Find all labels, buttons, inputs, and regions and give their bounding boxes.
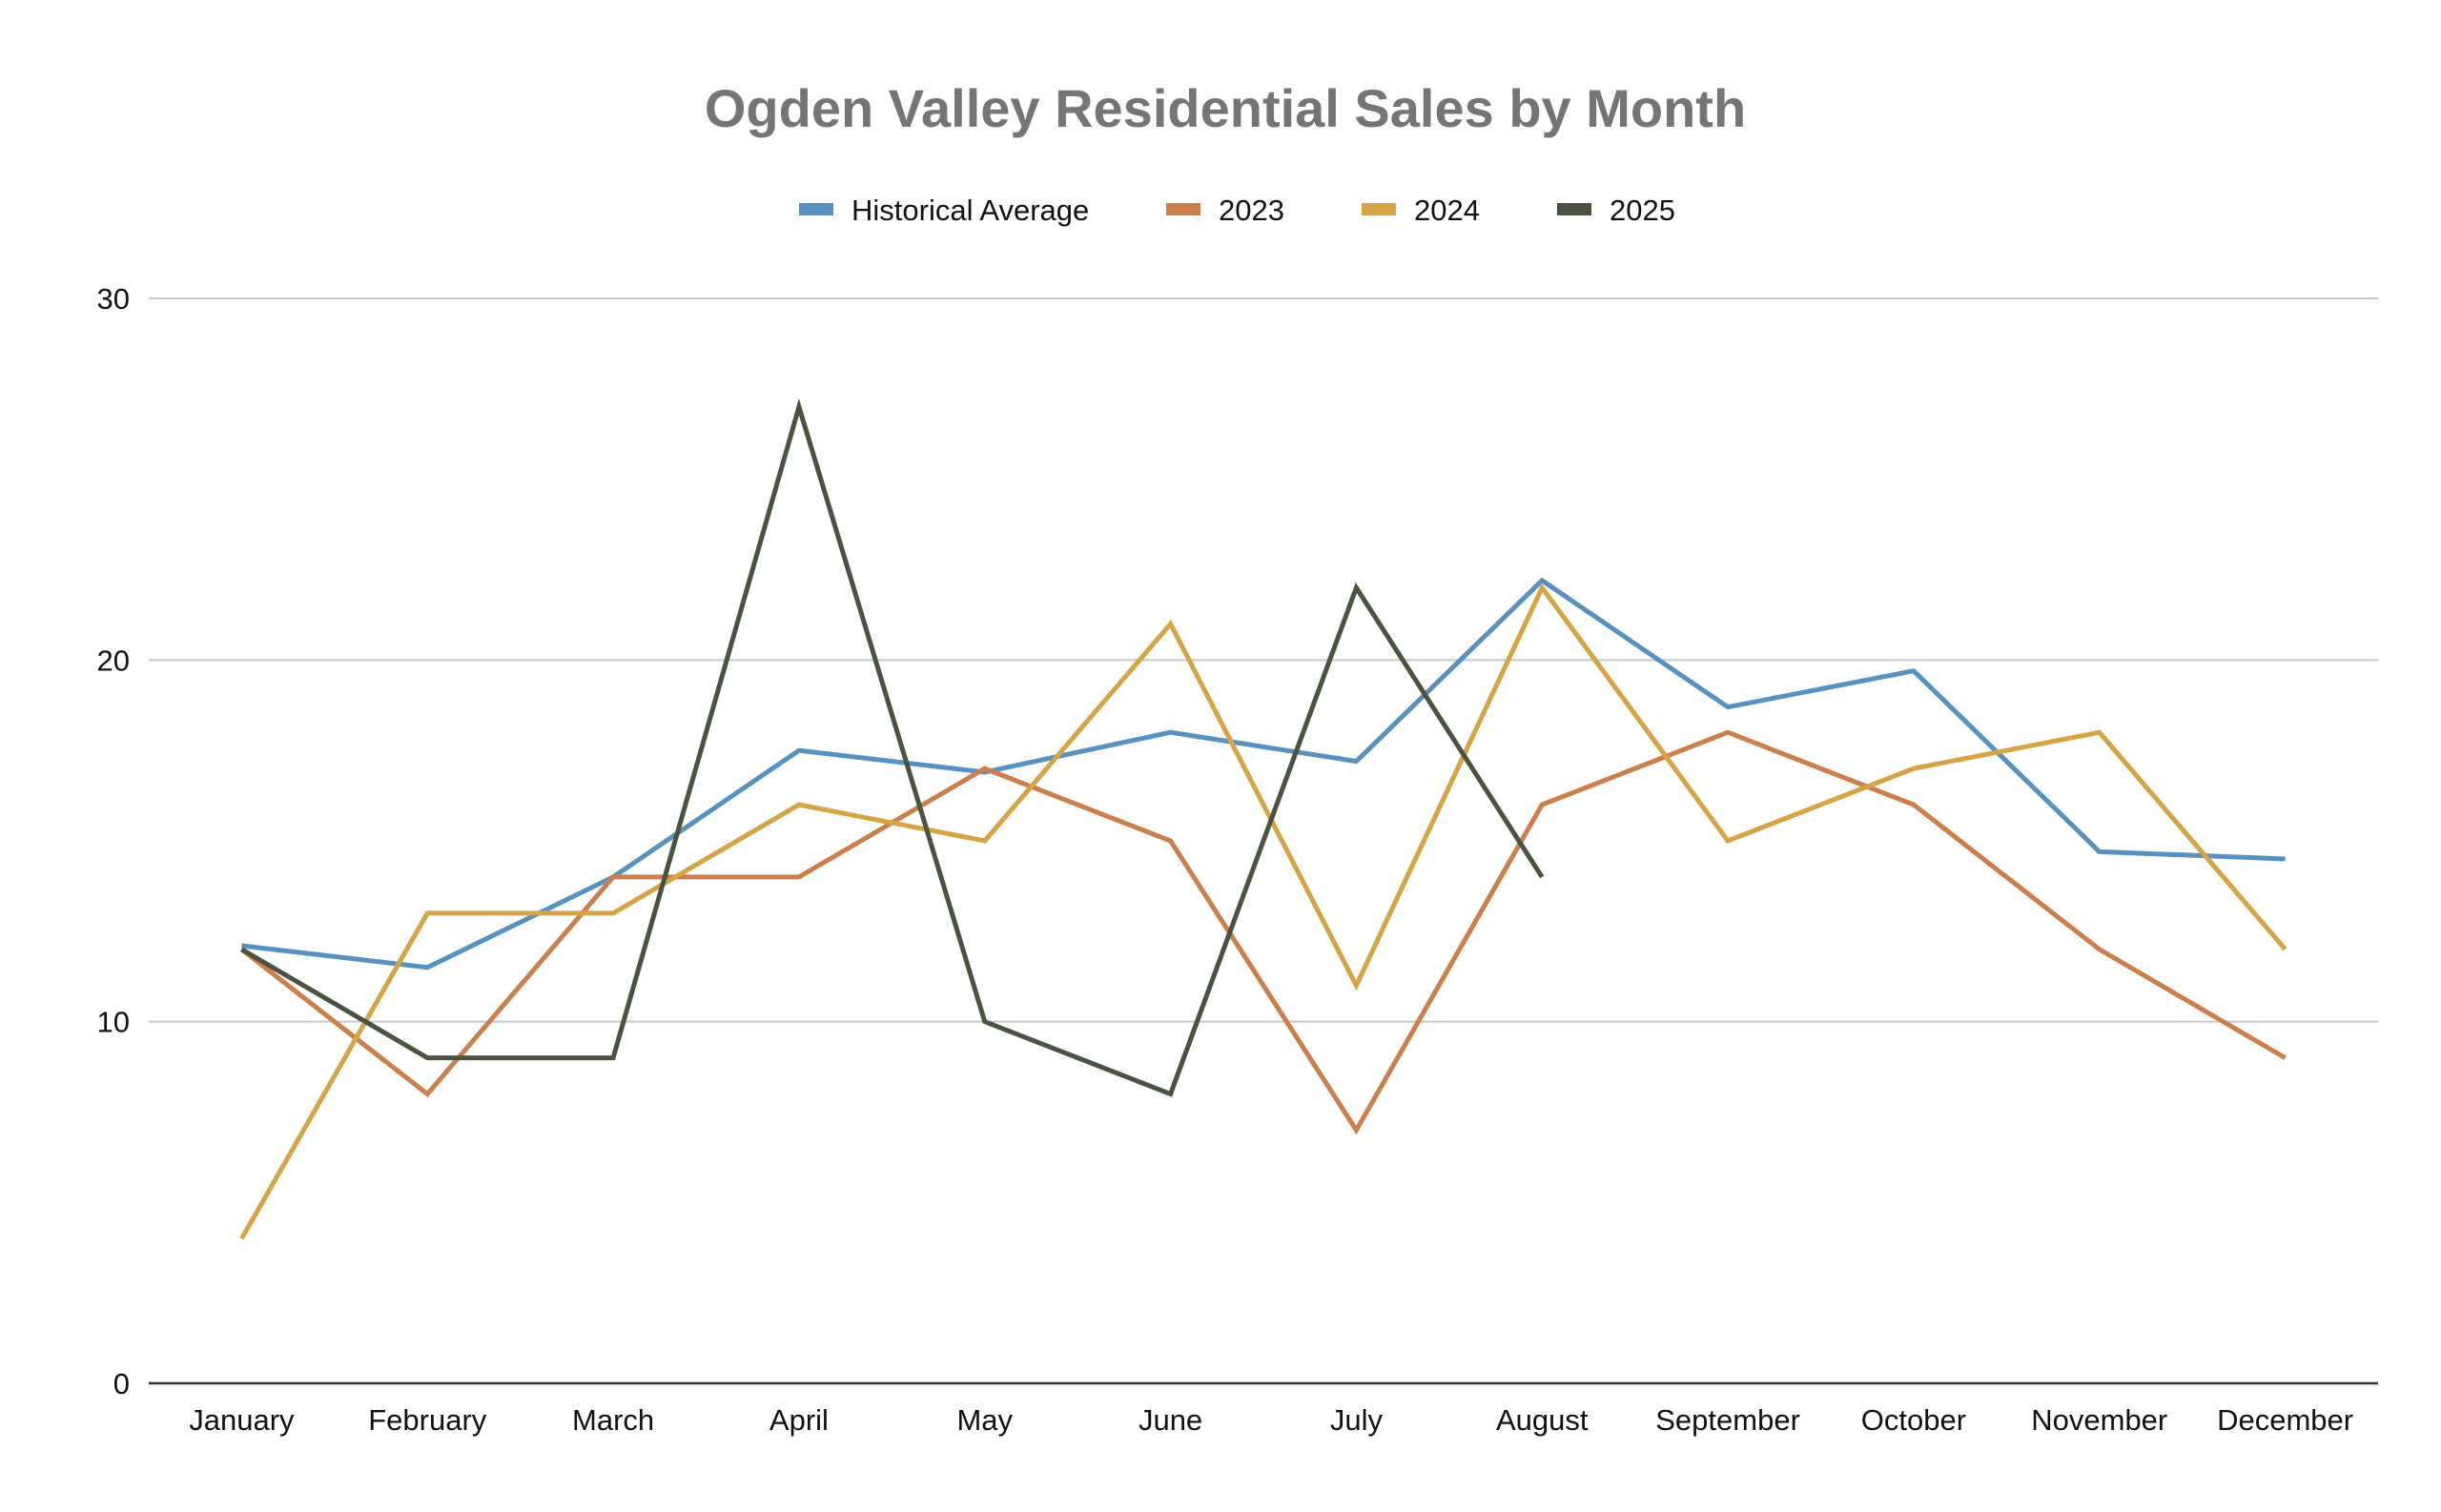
- x-tick-label: April: [769, 1403, 829, 1437]
- series-lines: [239, 398, 2287, 1240]
- legend-swatch: [1557, 203, 1591, 215]
- x-tick-label: July: [1330, 1403, 1384, 1437]
- legend-label: 2023: [1219, 194, 1284, 227]
- gridlines: [149, 297, 2378, 1023]
- legend-label: 2025: [1610, 194, 1675, 227]
- series-line-2024: [239, 582, 2287, 1240]
- legend-swatch: [1362, 203, 1396, 215]
- chart-title: Ogden Valley Residential Sales by Month: [705, 78, 1746, 138]
- legend-label: Historical Average: [851, 194, 1089, 227]
- series-line-2023: [239, 729, 2287, 1135]
- x-tick-label: November: [2031, 1403, 2167, 1437]
- x-tick-label: March: [572, 1403, 654, 1437]
- legend-label: 2024: [1414, 194, 1480, 227]
- x-tick-label: May: [956, 1403, 1013, 1437]
- y-tick-label: 20: [97, 644, 130, 677]
- series-line-2025: [240, 398, 1545, 1097]
- series-line-historical-average: [241, 577, 2286, 971]
- x-tick-label: December: [2217, 1403, 2353, 1437]
- x-tick-label: August: [1496, 1403, 1589, 1437]
- x-tick-label: January: [189, 1403, 295, 1437]
- x-tick-label: September: [1655, 1403, 1800, 1437]
- legend: Historical Average 2023 2024 2025: [799, 194, 1675, 227]
- y-tick-label: 10: [97, 1006, 130, 1039]
- y-axis-ticks: 0 10 20 30: [97, 282, 130, 1400]
- x-tick-label: October: [1861, 1403, 1966, 1437]
- x-tick-label: February: [368, 1403, 487, 1437]
- legend-swatch: [799, 203, 833, 215]
- y-tick-label: 30: [97, 282, 130, 316]
- y-tick-label: 0: [113, 1367, 130, 1400]
- x-axis-ticks: January February March April May June July Augu…: [189, 1403, 2353, 1437]
- legend-swatch: [1166, 203, 1200, 215]
- x-tick-label: June: [1138, 1403, 1202, 1437]
